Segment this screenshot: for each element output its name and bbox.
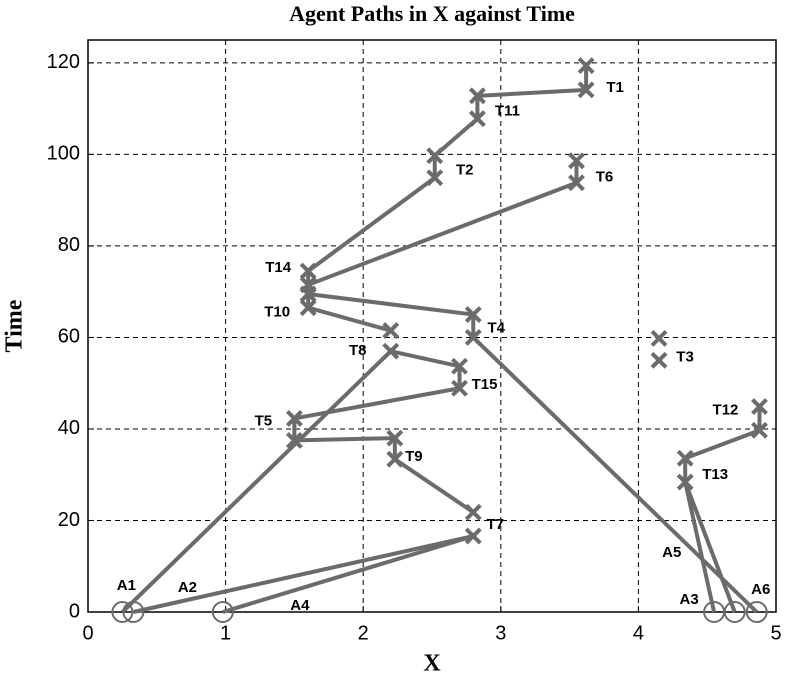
agent-path: [121, 65, 589, 614]
agent-path: [306, 160, 759, 614]
x-axis-label: X: [423, 651, 441, 677]
agent-label: A3: [679, 591, 698, 608]
task-marker: [464, 527, 482, 545]
x-tick-label: 2: [358, 622, 369, 644]
x-tick-label: 5: [770, 622, 781, 644]
agent-path: [683, 481, 737, 613]
task-label: T13: [702, 466, 728, 483]
x-tick-label: 4: [633, 622, 644, 644]
task-marker: [285, 431, 303, 449]
agent-path: [132, 534, 474, 614]
task-label: T5: [255, 412, 273, 429]
chart-title: Agent Paths in X against Time: [289, 1, 575, 26]
agent-label: A4: [290, 597, 310, 614]
task-marker: [386, 429, 404, 447]
task-marker: [426, 147, 444, 165]
x-tick-label: 1: [220, 622, 231, 644]
task-marker: [464, 503, 482, 521]
task-marker: [577, 57, 595, 75]
agent-label: A1: [117, 577, 136, 594]
y-axis-label: Time: [2, 299, 28, 352]
task-marker: [751, 421, 768, 439]
agent-start: [211, 601, 234, 623]
y-tick-label: 100: [47, 143, 80, 165]
y-tick-label: 80: [58, 234, 80, 256]
task-marker: [451, 357, 468, 375]
task-marker: [468, 87, 486, 105]
task-marker: [451, 379, 468, 397]
plot-frame: [87, 39, 777, 613]
y-tick-label: 20: [58, 509, 80, 531]
task-label: T7: [487, 516, 505, 533]
task-label: T6: [596, 169, 614, 186]
task-marker: [751, 398, 768, 415]
task-label: T15: [472, 376, 498, 393]
task-marker: [676, 449, 694, 467]
agent-start: [111, 601, 134, 623]
agent-start: [122, 601, 145, 623]
task-marker: [650, 351, 668, 369]
agent-label: A6: [751, 581, 770, 598]
task-label: T14: [265, 259, 292, 276]
agent-label: A5: [662, 544, 681, 561]
task-marker: [386, 450, 404, 468]
task-marker: [464, 306, 482, 323]
task-label: T8: [349, 342, 367, 359]
task-marker: [676, 473, 694, 491]
y-tick-label: 120: [47, 51, 80, 73]
task-marker: [299, 285, 317, 303]
agent-label: A2: [178, 579, 197, 596]
task-marker: [426, 169, 444, 187]
task-label: T9: [405, 448, 423, 465]
task-marker: [299, 299, 317, 317]
task-label: T12: [713, 401, 739, 418]
task-label: T11: [495, 103, 520, 120]
task-marker: [299, 262, 317, 280]
task-marker: [650, 329, 668, 347]
task-label: T4: [488, 319, 506, 336]
task-marker: [382, 322, 400, 339]
task-marker: [468, 110, 486, 128]
task-label: T10: [264, 304, 290, 321]
task-marker: [285, 410, 303, 427]
agent-start: [745, 601, 768, 623]
agent-path: [222, 534, 474, 614]
task-label: T2: [456, 162, 474, 179]
agent-start: [723, 601, 746, 623]
task-label: T1: [606, 79, 624, 96]
task-marker: [568, 152, 585, 170]
task-label: T3: [676, 348, 694, 365]
task-marker: [464, 329, 482, 346]
y-tick-label: 0: [69, 600, 80, 622]
y-tick-label: 60: [58, 326, 80, 348]
y-tick-label: 40: [58, 417, 80, 439]
task-marker: [568, 174, 585, 192]
task-marker: [382, 342, 400, 360]
x-tick-label: 3: [495, 622, 506, 644]
x-tick-label: 0: [82, 622, 93, 644]
task-marker: [577, 81, 595, 99]
